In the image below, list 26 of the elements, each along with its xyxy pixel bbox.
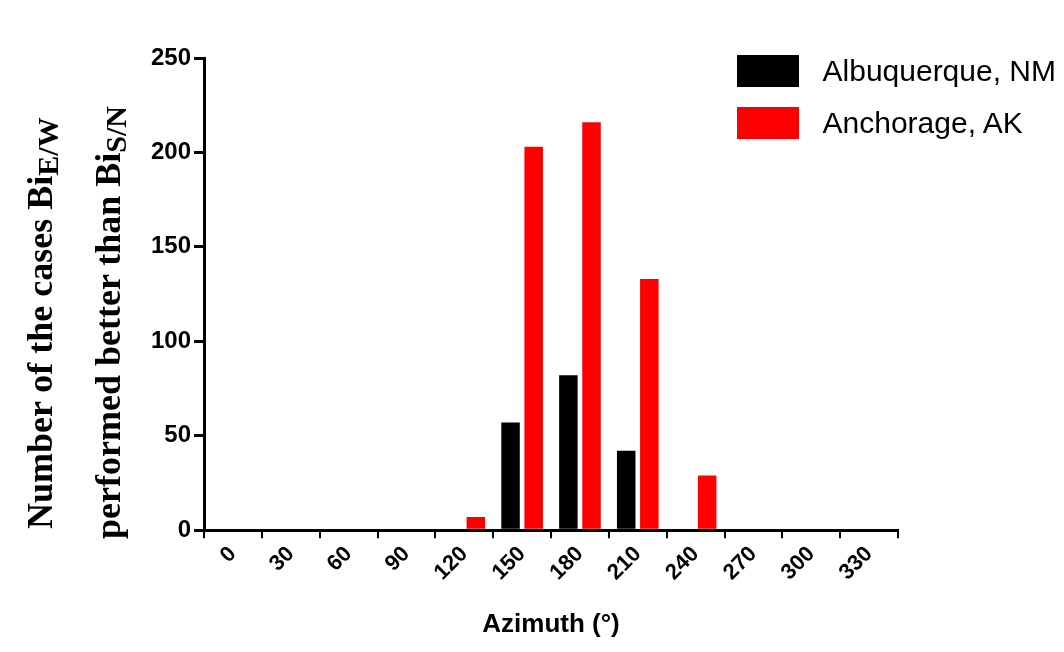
x-tick-label: 240 — [659, 540, 704, 585]
x-tick-label: 30 — [263, 540, 299, 576]
x-tick-label: 330 — [833, 540, 877, 585]
x-tick-label: 0 — [214, 540, 241, 567]
bar — [524, 146, 543, 529]
y-tick-label: 250 — [151, 42, 192, 70]
x-tick-label: 60 — [321, 540, 357, 576]
y-tick-label: 200 — [151, 137, 192, 165]
bar — [640, 278, 659, 529]
y-tick-label: 0 — [177, 514, 192, 542]
bar — [582, 122, 601, 529]
x-tick-label: 210 — [601, 540, 646, 585]
legend-label: Anchorage, AK — [822, 106, 1023, 140]
bar — [697, 475, 717, 529]
x-tick-label: 300 — [775, 540, 820, 585]
y-tick-label: 150 — [151, 231, 192, 259]
y-tick-label: 100 — [151, 325, 192, 353]
x-tick-label: 180 — [544, 540, 588, 585]
x-axis-title: Azimuth (°) — [482, 607, 620, 638]
x-tick-label: 120 — [428, 540, 473, 585]
legend-label: Albuquerque, NM — [822, 54, 1056, 88]
bar — [466, 516, 486, 529]
y-tick-label: 50 — [164, 420, 192, 448]
x-tick-label: 150 — [486, 540, 530, 585]
x-tick-label: 90 — [379, 540, 415, 576]
x-tick-label: 270 — [717, 540, 762, 585]
